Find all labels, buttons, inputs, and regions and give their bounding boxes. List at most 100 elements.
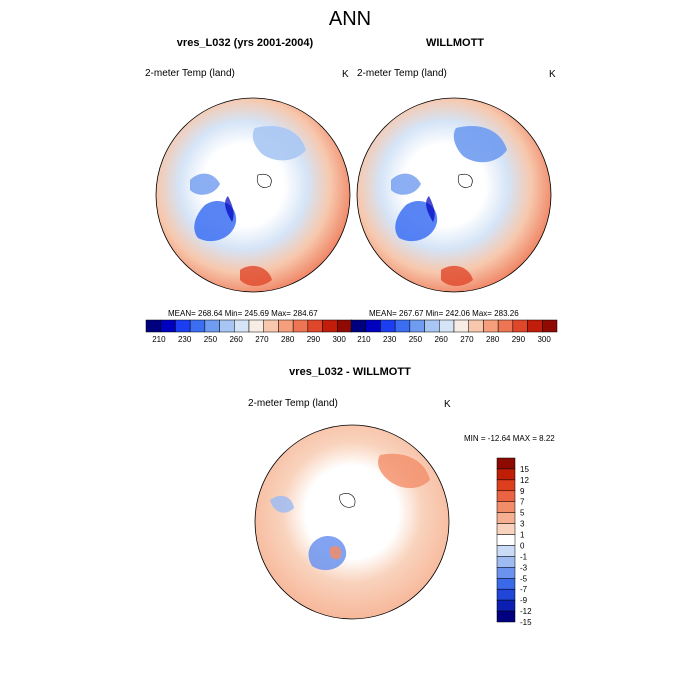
panel2-colorbar-tick-4: 270 [460, 335, 474, 344]
panel1-colorbar-tick-4: 270 [255, 335, 269, 344]
panel3-colorbar-swatch-6 [496, 523, 516, 535]
panel1-colorbar-swatch-7 [248, 319, 264, 333]
panel1-colorbar-tick-1: 230 [178, 335, 192, 344]
panel3-colorbar-swatch-0 [496, 457, 516, 470]
panel3-colorbar-tick-8: -1 [520, 552, 528, 561]
panel3-colorbar-swatch-12 [496, 588, 516, 601]
panel2-colorbar-tick-1: 230 [383, 335, 397, 344]
panel3-colorbar-swatch-10 [496, 567, 516, 579]
panel3-colorbar-swatch-7 [496, 534, 516, 546]
panel2-colorbar-swatch-6 [439, 319, 455, 333]
panel3-colorbar-tick-5: 3 [520, 520, 525, 529]
panel1-colorbar-swatch-3 [189, 319, 206, 333]
panel1-colorbar-tick-3: 260 [229, 335, 243, 344]
panel3-greenland-warm [329, 545, 342, 560]
panel2-colorbar-swatch-12 [527, 319, 543, 333]
panel3-colorbar-tick-3: 7 [520, 498, 525, 507]
panel3-colorbar-swatch-14 [496, 610, 516, 623]
panel2-colorbar-swatch-9 [483, 319, 499, 333]
panel3-title: vres_L032 - WILLMOTT [289, 366, 411, 378]
panel3-colorbar-tick-13: -12 [520, 607, 532, 616]
panel3-colorbar-tick-11: -7 [520, 585, 528, 594]
panel1-colorbar-swatch-0 [145, 319, 161, 333]
panel2-units: K [549, 69, 556, 80]
panel3-map [254, 424, 450, 620]
panel1-colorbar: 210 230 250 260 270 280 290 300 [145, 319, 353, 344]
panel1-colorbar-swatch-9 [278, 319, 294, 333]
panel3-colorbar-swatch-3 [496, 490, 516, 502]
panel1-siberia-cold [252, 126, 306, 161]
panel2-colorbar-tick-3: 260 [434, 335, 448, 344]
panel1-colorbar-swatch-11 [307, 319, 323, 333]
panel1-variable-label: 2-meter Temp (land) [145, 68, 235, 79]
panel1-greenland-core [225, 196, 234, 222]
panel3-colorbar-swatch-4 [496, 501, 516, 513]
panel3-colorbar-swatch-8 [496, 545, 516, 557]
panel3-map-disk [254, 424, 450, 620]
panel1-colorbar-swatch-10 [292, 319, 309, 333]
panel2-arctic-coast [458, 173, 473, 188]
panel2-colorbar-tick-0: 210 [357, 335, 371, 344]
panel2-colorbar-swatch-0 [350, 319, 366, 333]
panel2-colorbar-swatch-8 [468, 319, 484, 333]
panel1-colorbar-swatch-12 [322, 319, 338, 333]
panel2-arctic-islands [391, 173, 421, 195]
panel2-map [356, 97, 552, 293]
panel2-colorbar-tick-7: 300 [537, 335, 551, 344]
panel2-colorbar: 210 230 250 260 270 280 290 300 [350, 319, 558, 344]
panel3-variable-label: 2-meter Temp (land) [248, 398, 338, 409]
panel3-colorbar-tick-14: -15 [520, 618, 532, 627]
panel2-colorbar-tick-5: 280 [486, 335, 500, 344]
panel3-colorbar-tick-7: 0 [520, 541, 525, 550]
panel2-colorbar-tick-2: 250 [409, 335, 423, 344]
panel2-colorbar-swatch-11 [512, 319, 528, 333]
panel3-units: K [444, 399, 451, 410]
panel3-colorbar-tick-6: 1 [520, 531, 525, 540]
panel2-variable-label: 2-meter Temp (land) [357, 68, 447, 79]
panel2-colorbar-swatch-4 [409, 319, 425, 333]
panel1-map-disk [155, 97, 351, 293]
panel2-colorbar-swatch-10 [497, 319, 514, 333]
panel2-colorbar-swatch-1 [365, 319, 381, 333]
panel1-colorbar-tick-7: 300 [332, 335, 346, 344]
panel3-colorbar-swatch-9 [496, 556, 516, 568]
panel1-colorbar-tick-2: 250 [204, 335, 218, 344]
panel1-arctic-islands [190, 173, 220, 195]
panel3-colorbar-swatch-2 [496, 479, 516, 492]
panel2-colorbar-swatch-3 [394, 319, 411, 333]
panel2-colorbar-tick-6: 290 [512, 335, 526, 344]
panel3-alaska-cold [270, 495, 294, 513]
panel3-colorbar-swatch-5 [496, 512, 516, 524]
panel1-colorbar-tick-0: 210 [152, 335, 166, 344]
panel3-colorbar-swatch-13 [496, 599, 516, 612]
panel1-colorbar-swatch-5 [219, 319, 235, 333]
panel1-stats: MEAN= 268.64 Min= 245.69 Max= 284.67 [168, 309, 318, 318]
panel1-europe-warm [240, 265, 272, 286]
panel3-stats: MIN = -12.64 MAX = 8.22 [464, 434, 555, 443]
panel3-colorbar-tick-9: -3 [520, 563, 528, 572]
panel2-stats: MEAN= 267.67 Min= 242.06 Max= 283.26 [369, 309, 519, 318]
panel1-colorbar-tick-6: 290 [307, 335, 321, 344]
panel3-colorbar: 15 12 9 7 5 3 10 -1 -3 -5 -7 -9 -12 -15 [496, 457, 532, 627]
panel2-siberia-cold [453, 126, 507, 163]
panel2-greenland-core [426, 196, 435, 222]
panel1-colorbar-swatch-13 [337, 319, 353, 333]
panel3-colorbar-tick-2: 9 [520, 487, 525, 496]
panel1-title: vres_L032 (yrs 2001-2004) [176, 37, 314, 49]
panel3-greenland-cold [308, 535, 347, 571]
panel3-colorbar-tick-4: 5 [520, 509, 525, 518]
panel1-colorbar-swatch-6 [234, 319, 250, 333]
panel3-colorbar-tick-12: -9 [520, 596, 528, 605]
panel3-colorbar-swatch-1 [496, 468, 516, 481]
panel1-colorbar-swatch-4 [204, 319, 220, 333]
panel1-colorbar-swatch-8 [263, 319, 279, 333]
panel1-colorbar-tick-5: 280 [281, 335, 295, 344]
figure-title: ANN [328, 8, 372, 30]
panel3-colorbar-tick-1: 12 [520, 476, 529, 485]
panel2-colorbar-swatch-13 [542, 319, 558, 333]
panel2-colorbar-swatch-5 [424, 319, 440, 333]
panel2-map-disk [356, 97, 552, 293]
panel2-greenland [395, 201, 438, 242]
panel2-colorbar-swatch-7 [453, 319, 469, 333]
